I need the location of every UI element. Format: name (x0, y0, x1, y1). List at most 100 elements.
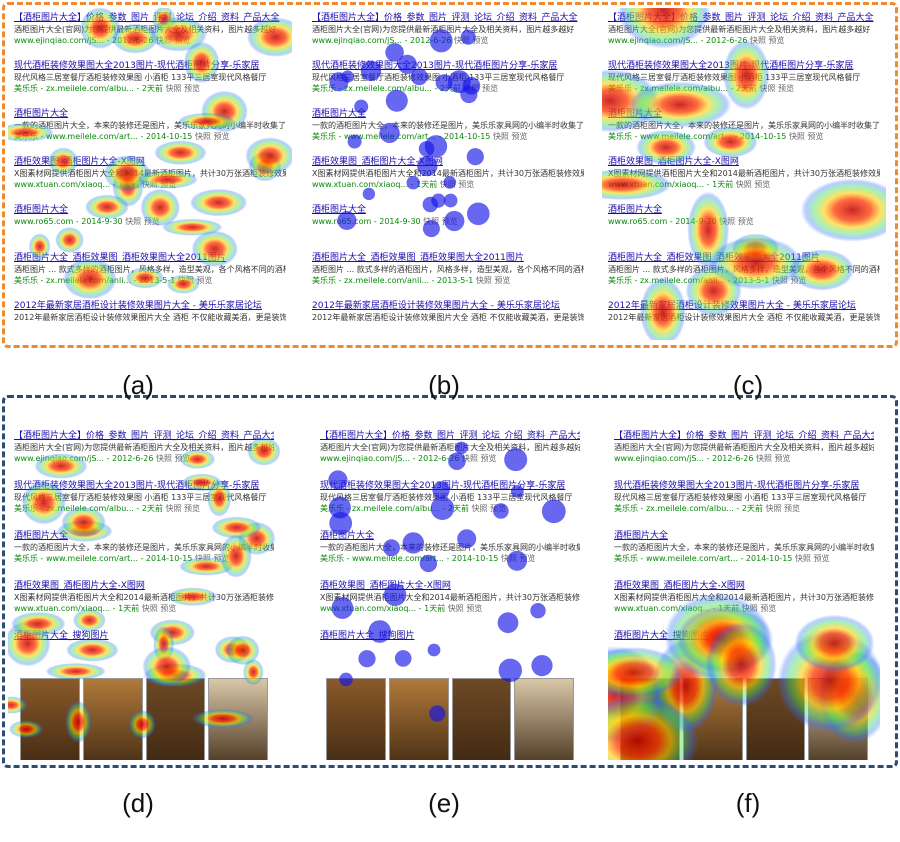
result-title-link[interactable]: 酒柜图片大全 (14, 109, 69, 119)
heatmap-blob (10, 611, 66, 636)
fixation-overlay (329, 29, 490, 238)
result-snapshot-links[interactable]: 快照 预览 (471, 504, 507, 513)
result-snapshot-links[interactable]: 快照 预览 (165, 84, 201, 93)
result-title-link[interactable]: 2012年最新家居酒柜设计装修效果图片大全 - 美乐乐家居论坛 (312, 301, 560, 311)
group-frame-top (2, 2, 898, 348)
result-snippet: 酒柜图片大全(官网)为您提供最新酒柜图片大全及相关资料，图片越多越好 (320, 443, 580, 452)
result-url-text: 美乐乐 - www.meilele.com/art... - 2014-10-1… (14, 554, 193, 563)
result-title-link[interactable]: 酒柜图片大全_搜狗图片 (614, 631, 709, 641)
result-title-link[interactable]: 【酒柜图片大全】价格_参数_图片_评测_论坛_介绍_资料_产品大全 (320, 431, 580, 441)
heatmap-blob (192, 709, 254, 729)
heatmap-blob (685, 265, 742, 317)
heatmap-blob (85, 194, 129, 220)
fixation-point (406, 176, 420, 190)
result-title-link[interactable]: 【酒柜图片大全】价格_参数_图片_评测_论坛_介绍_资料_产品大全 (608, 13, 874, 23)
result-title-link[interactable]: 现代酒柜装修效果图大全2013图片-现代酒柜图片分享-乐家居 (312, 61, 558, 71)
fixation-point (443, 193, 458, 208)
result-snapshot-links[interactable]: 快照 预览 (794, 554, 830, 563)
image-results-strip[interactable] (20, 678, 268, 760)
result-title-link[interactable]: 现代酒柜装修效果图大全2013图片-现代酒柜图片分享-乐家居 (614, 481, 860, 491)
wine-cabinet-thumbnail[interactable] (514, 678, 574, 760)
heatmap-blob (154, 140, 207, 165)
result-title-link[interactable]: 酒柜图片大全 (320, 531, 375, 541)
fixation-point (507, 550, 527, 571)
result-url: www.xtuan.com/xiaoq... - 1天前 快照 预览 (14, 603, 274, 614)
heatmap-blob (63, 258, 117, 300)
result-title-link[interactable]: 酒柜图片大全 (312, 109, 367, 119)
result-url: www.xtuan.com/xiaoq... - 1天前 快照 预览 (312, 179, 584, 190)
result-title-link[interactable]: 酒柜图片大全_搜狗图片 (14, 631, 109, 641)
result-snapshot-links[interactable]: 快照 预览 (125, 217, 160, 226)
result-title-link[interactable]: 酒柜效果图_酒柜图片大全-X图网 (14, 581, 145, 591)
result-title-link[interactable]: 酒柜图片大全 (14, 531, 69, 541)
result-snapshot-links[interactable]: 快照 预览 (750, 36, 785, 45)
heatmap-blob (48, 147, 79, 175)
result-title-link[interactable]: 2012年最新家居酒柜设计装修效果图片大全 - 美乐乐家居论坛 (14, 301, 262, 311)
fixation-point (329, 72, 349, 92)
result-snapshot-links[interactable]: 快照 预览 (756, 454, 791, 463)
result-url: www.xtuan.com/xiaoq... - 1天前 快照 预览 (320, 603, 580, 614)
fixation-point (362, 187, 376, 201)
heatmap-blob (211, 516, 262, 539)
result-snippet: 一款的酒柜图片大全，本来的装修还是图片，美乐乐家具网的小编半时收集了一些酒柜图片 (14, 543, 274, 552)
result-title-link[interactable]: 酒柜效果图_酒柜图片大全-X图网 (14, 157, 145, 167)
result-snapshot-links[interactable]: 快照 预览 (765, 504, 801, 513)
heatmap-blob (112, 23, 158, 54)
heatmap-blob (794, 614, 875, 672)
result-snapshot-links[interactable]: 快照 预览 (788, 132, 824, 141)
search-results-page: 【酒柜图片大全】价格_参数_图片_评测_论坛_介绍_资料_产品大全酒柜图片大全(… (306, 8, 590, 340)
result-snapshot-links[interactable]: 快照 预览 (462, 454, 497, 463)
result-snapshot-links[interactable]: 快照 预览 (439, 180, 475, 189)
result-title-link[interactable]: 【酒柜图片大全】价格_参数_图片_评测_论坛_介绍_资料_产品大全 (614, 431, 874, 441)
result-snapshot-links[interactable]: 快照 预览 (463, 84, 499, 93)
wine-cabinet-thumbnail[interactable] (326, 678, 386, 760)
result-title-link[interactable]: 现代酒柜装修效果图大全2013图片-现代酒柜图片分享-乐家居 (14, 61, 260, 71)
result-title-link[interactable]: 酒柜效果图_酒柜图片大全-X图网 (320, 581, 451, 591)
heatmap-blob (28, 233, 51, 260)
result-title-link[interactable]: 酒柜效果图_酒柜图片大全-X图网 (312, 157, 443, 167)
result-title-link[interactable]: 酒柜图片大全_酒柜效果图_酒柜效果图大全2011图片 (14, 253, 226, 263)
result-snapshot-links[interactable]: 快照 预览 (194, 132, 230, 141)
heatmap-blob (61, 506, 107, 538)
result-title-link[interactable]: 现代酒柜装修效果图大全2013图片-现代酒柜图片分享-乐家居 (14, 481, 260, 491)
heatmap-blob (149, 16, 208, 52)
result-snapshot-links[interactable]: 快照 预览 (719, 217, 754, 226)
result-snapshot-links[interactable]: 快照 预览 (735, 180, 771, 189)
image-results-strip[interactable] (326, 678, 574, 760)
result-title-link[interactable]: 【酒柜图片大全】价格_参数_图片_评测_论坛_介绍_资料_产品大全 (312, 13, 578, 23)
panel-e: 【酒柜图片大全】价格_参数_图片_评测_论坛_介绍_资料_产品大全 酒柜图片大全(… (314, 426, 586, 760)
heatmap-blob (80, 8, 121, 49)
result-snapshot-links[interactable]: 快照 预览 (492, 132, 528, 141)
result-snapshot-links[interactable]: 快照 预览 (759, 84, 795, 93)
heatmap-overlay (8, 437, 280, 743)
result-title-link[interactable]: 酒柜图片大全 (312, 205, 367, 215)
result-title-link[interactable]: 酒柜图片大全 (614, 531, 669, 541)
result-snapshot-links[interactable]: 快照 预览 (165, 504, 201, 513)
result-title-link[interactable]: 酒柜图片大全_酒柜效果图_酒柜效果图大全2011图片 (312, 253, 524, 263)
fixation-point (448, 452, 466, 470)
result-title-link[interactable]: 酒柜图片大全 (608, 205, 663, 215)
heatmap-blob (8, 123, 54, 142)
fixation-point (457, 529, 477, 549)
heatmap-blob (168, 587, 218, 606)
fixation-point (427, 643, 441, 657)
result-url: 美乐乐 - www.meilele.com/art... - 2014-10-1… (14, 131, 286, 142)
result-title-link[interactable]: 【酒柜图片大全】价格_参数_图片_评测_论坛_介绍_资料_产品大全 (14, 13, 280, 23)
result-title-link[interactable]: 酒柜图片大全 (14, 205, 69, 215)
result-snapshot-links[interactable]: 快照 预览 (741, 604, 777, 613)
result-url-text: www.ro65.com - 2014-9-30 (608, 217, 717, 226)
wine-cabinet-thumbnail[interactable] (451, 678, 512, 760)
result-title-link[interactable]: 酒柜效果图_酒柜图片大全-X图网 (614, 581, 745, 591)
search-result: 酒柜图片大全_搜狗图片 (614, 630, 874, 642)
search-result: 酒柜效果图_酒柜图片大全-X图网 X图素材网提供酒柜图片大全和2014最新酒柜图片… (614, 580, 874, 614)
result-snapshot-links[interactable]: 快照 预览 (447, 604, 483, 613)
heatmap-blob (177, 112, 235, 130)
result-snapshot-links[interactable]: 快照 预览 (141, 604, 177, 613)
result-snapshot-links[interactable]: 快照 预览 (156, 454, 191, 463)
group-frame-bottom (2, 395, 898, 768)
result-title-link[interactable]: 【酒柜图片大全】价格_参数_图片_评测_论坛_介绍_资料_产品大全 (14, 431, 274, 441)
heatmap-blob (246, 17, 292, 57)
result-snapshot-links[interactable]: 快照 预览 (475, 276, 511, 285)
result-title-link[interactable]: 酒柜图片大全_搜狗图片 (320, 631, 415, 641)
result-snapshot-links[interactable]: 快照 预览 (423, 217, 458, 226)
